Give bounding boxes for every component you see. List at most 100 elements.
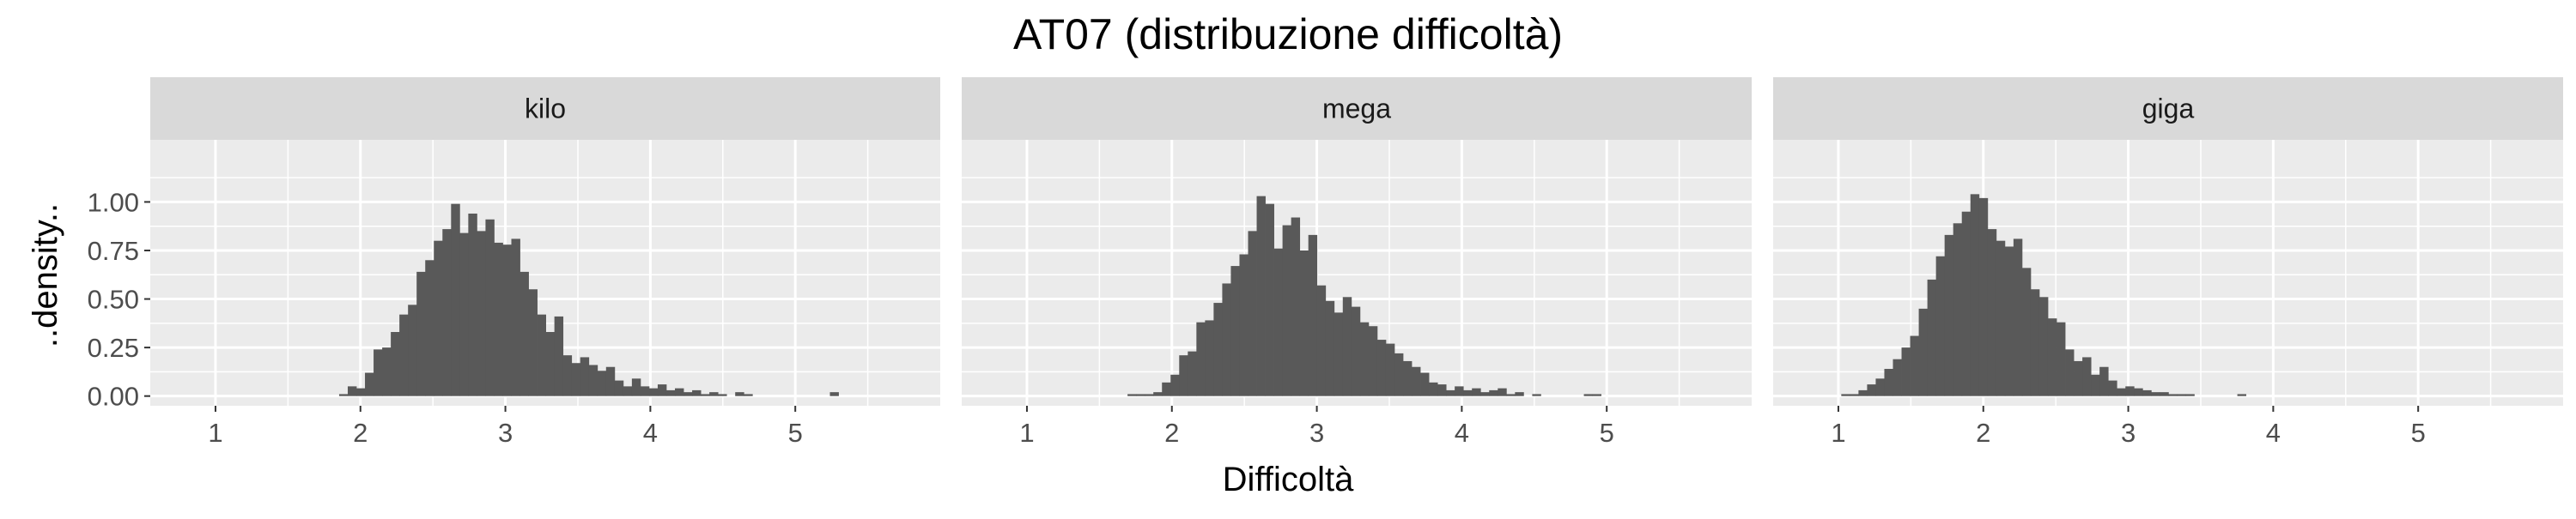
x-tick-label: 3 [498, 418, 513, 448]
histogram-bar [829, 392, 839, 396]
facet-strip-label: kilo [525, 94, 566, 124]
histogram-bar [735, 392, 744, 396]
y-tick-label: 0.25 [88, 333, 139, 363]
histogram-bar [1205, 320, 1214, 396]
histogram-bar [1308, 234, 1318, 396]
facet-strip [962, 77, 1752, 140]
histogram-bar [2004, 246, 2014, 396]
histogram-bar [399, 314, 409, 396]
facet-strip-label: giga [2142, 94, 2195, 124]
histogram-bar [1910, 335, 1919, 396]
y-axis-label: ..density.. [27, 203, 64, 347]
histogram-bar [2082, 357, 2092, 396]
histogram-bar [1935, 256, 1946, 396]
histogram-bar [338, 394, 349, 396]
histogram-bar [1394, 353, 1404, 396]
histogram-bar [1867, 384, 1876, 396]
histogram-bar [1592, 394, 1602, 396]
x-tick-label: 1 [208, 418, 222, 448]
x-tick-label: 2 [1976, 418, 1990, 448]
histogram-bar [1506, 394, 1516, 396]
histogram-bar [1446, 389, 1455, 396]
histogram-bar [468, 213, 477, 396]
histogram-bar [2237, 394, 2247, 396]
x-tick-label: 1 [1831, 418, 1845, 448]
x-tick-label: 4 [1455, 418, 1469, 448]
histogram-bar [2142, 389, 2152, 396]
histogram-bar [623, 386, 633, 396]
panel-background [1773, 140, 2563, 406]
histogram-bar [459, 232, 469, 396]
histogram-bar [1489, 389, 1498, 396]
histogram-bar [1402, 360, 1413, 396]
histogram-bar [2177, 394, 2186, 396]
histogram-bar [1188, 351, 1197, 396]
x-tick-label: 5 [2411, 418, 2426, 448]
histogram-bar [347, 386, 357, 396]
histogram-bar [597, 371, 607, 396]
histogram-bar [2160, 392, 2169, 396]
histogram-bar [1970, 194, 1980, 396]
histogram-bar [1282, 225, 1292, 396]
y-tick-label: 1.00 [88, 187, 139, 217]
histogram-bar [1376, 340, 1387, 396]
x-tick-label: 3 [2121, 418, 2136, 448]
histogram-bar [1927, 279, 1937, 396]
histogram-bar [614, 380, 624, 396]
facet-giga: giga 1 2 3 4 5 [1773, 77, 2563, 448]
histogram-bar [1385, 343, 1395, 396]
histogram-bar [1884, 369, 1893, 396]
histogram-bar [571, 363, 581, 396]
histogram-bar [511, 238, 520, 396]
histogram-bar [485, 219, 495, 396]
histogram-bar [683, 392, 693, 396]
histogram-bar [391, 332, 400, 396]
histogram-bar [1480, 392, 1490, 396]
histogram-bar [425, 260, 434, 396]
histogram-bar [1455, 386, 1464, 396]
histogram-bar [718, 394, 727, 396]
histogram-bar [1325, 300, 1335, 396]
histogram-bar [1351, 306, 1361, 396]
histogram-bar [2030, 289, 2040, 396]
histogram-bar [1987, 229, 1997, 396]
histogram-bar [2038, 297, 2049, 396]
histogram-bar [1222, 283, 1231, 396]
histogram-bar [545, 332, 556, 396]
histogram-bar [1256, 196, 1266, 396]
y-tick-label: 0.00 [88, 382, 139, 412]
histogram-bar [528, 289, 538, 396]
histogram-bar [1170, 374, 1180, 396]
histogram-bar [1944, 234, 1954, 396]
histogram-bar [1472, 388, 1481, 396]
histogram-bar [1961, 211, 1971, 396]
histogram-bar [588, 365, 598, 396]
histogram-bar [1230, 266, 1240, 396]
histogram-bar [675, 388, 684, 396]
histogram-bar [1875, 378, 1885, 396]
histogram-bar [1342, 297, 1352, 396]
histogram-bar [665, 389, 676, 396]
histogram-bar [1858, 389, 1868, 396]
facet-strip-label: mega [1322, 94, 1391, 124]
histogram-bar [1127, 394, 1137, 396]
histogram-bar [408, 305, 417, 396]
facet-strip [150, 77, 940, 140]
histogram-bar [657, 384, 667, 396]
histogram-bar [502, 244, 512, 396]
histogram-bar [1359, 322, 1370, 396]
histogram-bar [1265, 203, 1274, 396]
histogram-bar [1213, 303, 1223, 396]
histogram-bar [1515, 392, 1524, 396]
chart-title: AT07 (distribuzione difficoltà) [1013, 10, 1563, 58]
histogram-bar [451, 203, 460, 396]
histogram-bar [1463, 389, 1473, 396]
histogram-bar [2125, 386, 2135, 396]
histogram-bar [1532, 394, 1541, 396]
histogram-bar [356, 388, 366, 396]
histogram-bar [2013, 238, 2023, 396]
facet-mega: mega 1 2 3 4 5 [962, 77, 1752, 448]
